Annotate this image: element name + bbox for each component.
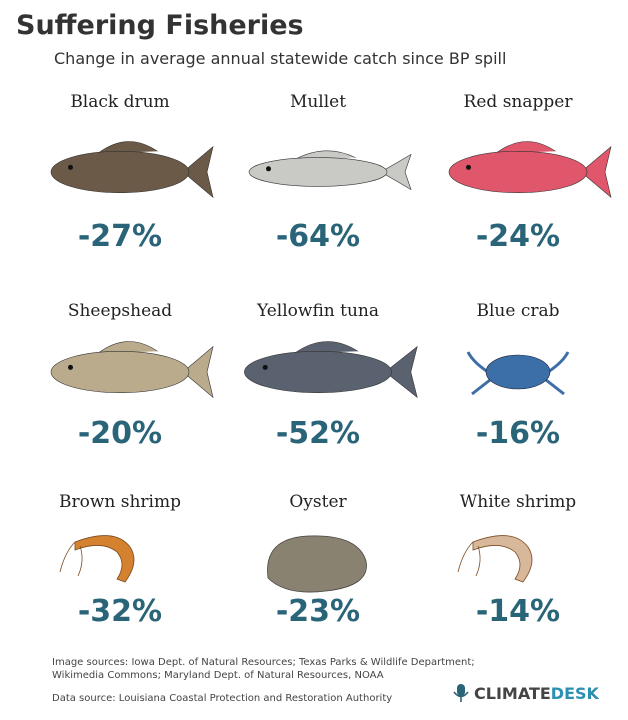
fish-eye — [262, 364, 268, 370]
species-cell: Sheepshead -20% — [50, 301, 214, 451]
fish-tail — [182, 345, 214, 399]
crab-body — [485, 354, 551, 390]
fish-body — [244, 350, 392, 393]
title: Suffering Fisheries — [16, 10, 304, 41]
fish-eye — [466, 164, 471, 170]
shrimp-antenna — [59, 541, 83, 577]
shrimp-antenna — [457, 541, 481, 577]
svg-text:CLIMATEDESK: CLIMATEDESK — [474, 684, 600, 703]
logo: CLIMATEDESK — [453, 684, 600, 703]
fish-tail — [182, 145, 214, 199]
species-name: White shrimp — [460, 492, 577, 512]
catch-change: -16% — [476, 416, 560, 451]
data-source: Data source: Louisiana Coastal Protectio… — [52, 693, 392, 704]
oyster-shell — [267, 535, 367, 593]
fish-eye — [68, 164, 73, 170]
species-name: Brown shrimp — [59, 492, 181, 512]
species-cell: Blue crab -16% — [466, 301, 570, 451]
logo-text: CLIMATE — [474, 684, 551, 703]
fish-eye — [68, 364, 73, 370]
species-cell: Black drum -27% — [50, 92, 214, 254]
fish-tail — [384, 345, 418, 399]
logo-text: DESK — [551, 684, 600, 703]
image-sources: Wikimedia Commons; Maryland Dept. of Nat… — [52, 670, 384, 681]
species-cell: Oyster -23% — [267, 492, 367, 629]
catch-change: -32% — [78, 594, 162, 629]
catch-change: -52% — [276, 416, 360, 451]
species-cell: White shrimp -14% — [457, 492, 577, 629]
species-name: Sheepshead — [68, 301, 172, 321]
fish-tail — [580, 145, 612, 199]
fish-tail — [380, 153, 412, 191]
catch-change: -23% — [276, 594, 360, 629]
catch-change: -27% — [78, 219, 162, 254]
catch-change: -64% — [276, 219, 360, 254]
species-name: Blue crab — [476, 301, 559, 321]
species-name: Red snapper — [464, 92, 574, 112]
shrimp-body — [74, 535, 135, 583]
fish-fin — [97, 141, 158, 154]
shrimp-body — [472, 535, 533, 583]
image-sources: Image sources: Iowa Dept. of Natural Res… — [52, 657, 475, 668]
species-name: Mullet — [290, 92, 346, 112]
fish-body — [248, 157, 388, 187]
species-cell: Brown shrimp -32% — [59, 492, 181, 629]
species-cell: Mullet -64% — [248, 92, 412, 254]
catch-change: -14% — [476, 594, 560, 629]
crab-legs — [466, 351, 570, 396]
fish-body — [50, 151, 190, 194]
fish-fin — [97, 341, 158, 354]
catch-change: -24% — [476, 219, 560, 254]
subtitle: Change in average annual statewide catch… — [54, 49, 506, 68]
fish-fin — [495, 141, 556, 154]
species-cell: Red snapper -24% — [448, 92, 612, 254]
fish-body — [50, 350, 190, 393]
fish-fin — [293, 341, 359, 354]
species-name: Oyster — [289, 492, 347, 512]
fish-body — [448, 151, 588, 194]
species-name: Black drum — [70, 92, 169, 112]
catch-change: -20% — [78, 416, 162, 451]
species-name: Yellowfin tuna — [256, 301, 379, 321]
fish-fin — [295, 150, 356, 160]
fish-eye — [266, 166, 271, 172]
species-cell: Yellowfin tuna -52% — [244, 301, 418, 451]
